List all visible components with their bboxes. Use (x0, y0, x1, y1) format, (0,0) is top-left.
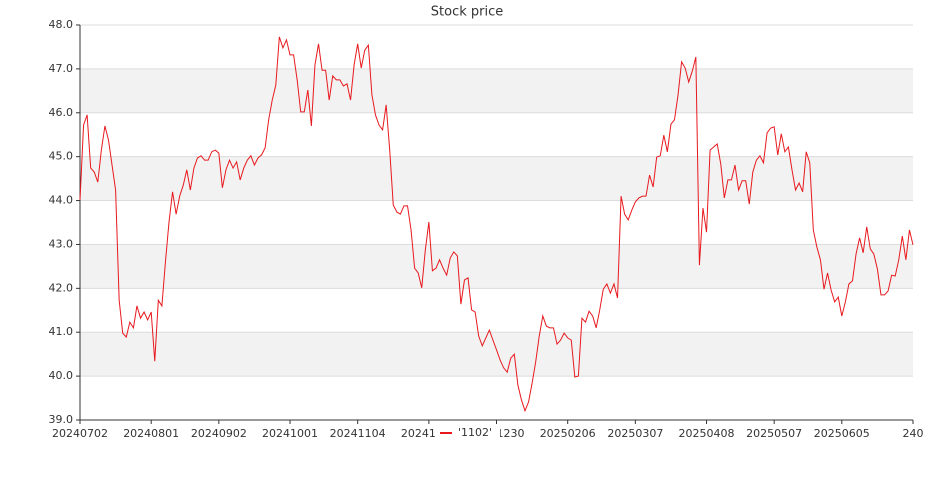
x-tick-label: 20240702 (52, 427, 108, 440)
band (80, 68, 913, 113)
x-tick-label: 20241001 (262, 427, 318, 440)
x-tick-label: 20240801 (123, 427, 179, 440)
y-tick-label: 40.0 (49, 369, 74, 382)
band (80, 244, 913, 289)
x-tick-label: 240 (903, 427, 924, 440)
legend-label: '1102' (458, 426, 492, 439)
y-tick-label: 47.0 (49, 62, 74, 75)
y-tick-label: 48.0 (49, 18, 74, 31)
x-tick-label: 20241104 (330, 427, 386, 440)
x-tick-label: 20250507 (746, 427, 802, 440)
y-tick-label: 39.0 (49, 413, 74, 426)
x-tick-label: 20250408 (679, 427, 735, 440)
chart-title: Stock price (431, 5, 503, 20)
y-tick-label: 43.0 (49, 237, 74, 250)
y-tick-label: 46.0 (49, 106, 74, 119)
line (79, 36, 914, 413)
y-tick-label: 45.0 (49, 150, 74, 163)
y-tick-label: 42.0 (49, 281, 74, 294)
y-tick-label: 44.0 (49, 194, 74, 207)
x-tick-label: 20250206 (540, 427, 596, 440)
y-tick-label: 41.0 (49, 325, 74, 338)
legend-box (436, 425, 500, 441)
band (80, 156, 913, 201)
x-tick-label: 20240902 (191, 427, 247, 440)
band (80, 332, 913, 377)
x-tick-label: 20250605 (814, 427, 870, 440)
x-tick-label: 20250307 (607, 427, 663, 440)
